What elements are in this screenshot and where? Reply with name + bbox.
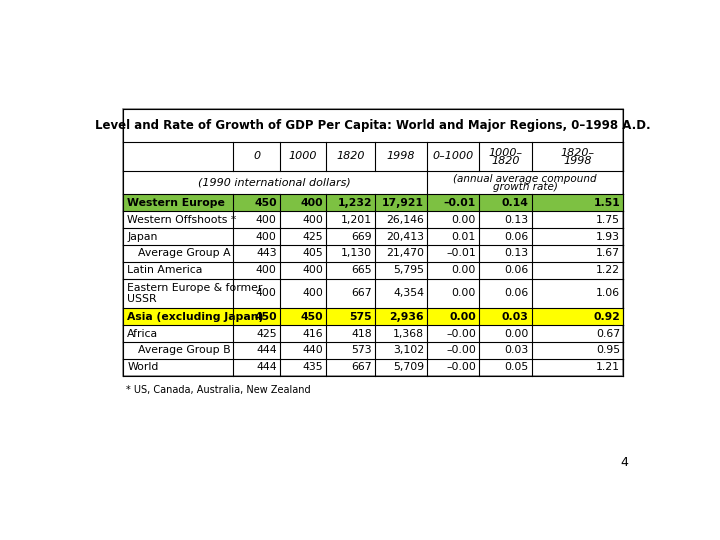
Text: Western Europe: Western Europe	[127, 198, 225, 207]
Text: Level and Rate of Growth of GDP Per Capita: World and Major Regions, 0–1998 A.D.: Level and Rate of Growth of GDP Per Capi…	[95, 119, 651, 132]
Text: –0.01: –0.01	[446, 248, 476, 259]
Text: 400: 400	[256, 288, 276, 299]
Text: Average Group A: Average Group A	[138, 248, 230, 259]
Text: 0.13: 0.13	[505, 248, 528, 259]
Text: 1998: 1998	[387, 151, 415, 161]
Text: 4: 4	[621, 456, 629, 469]
Text: 20,413: 20,413	[386, 232, 424, 241]
Text: * US, Canada, Australia, New Zealand: * US, Canada, Australia, New Zealand	[126, 385, 310, 395]
Text: 667: 667	[351, 288, 372, 299]
Text: –0.00: –0.00	[446, 328, 476, 339]
Text: 450: 450	[254, 198, 276, 207]
Text: 0.67: 0.67	[596, 328, 620, 339]
Text: 1998: 1998	[563, 156, 592, 166]
Text: 1,130: 1,130	[341, 248, 372, 259]
Text: 575: 575	[349, 312, 372, 322]
Text: 5,795: 5,795	[393, 265, 424, 275]
Text: 1820: 1820	[491, 156, 520, 166]
Text: 669: 669	[351, 232, 372, 241]
Text: 425: 425	[256, 328, 276, 339]
Text: 17,921: 17,921	[382, 198, 424, 207]
Text: 0.00: 0.00	[449, 312, 476, 322]
Text: 4,354: 4,354	[393, 288, 424, 299]
Text: 26,146: 26,146	[386, 214, 424, 225]
Text: 0.05: 0.05	[505, 362, 528, 373]
Text: 450: 450	[254, 312, 276, 322]
Text: Asia (excluding Japan): Asia (excluding Japan)	[127, 312, 264, 322]
Text: 405: 405	[302, 248, 323, 259]
Text: 1820–: 1820–	[560, 147, 595, 158]
Text: 418: 418	[351, 328, 372, 339]
Text: –0.00: –0.00	[446, 362, 476, 373]
Text: 440: 440	[302, 346, 323, 355]
Text: Average Group B: Average Group B	[138, 346, 230, 355]
Text: 450: 450	[301, 312, 323, 322]
Text: 1,232: 1,232	[338, 198, 372, 207]
Text: 1.21: 1.21	[596, 362, 620, 373]
Text: 0.00: 0.00	[451, 265, 476, 275]
Text: 0.13: 0.13	[505, 214, 528, 225]
Text: 0.03: 0.03	[502, 312, 528, 322]
Bar	[122, 308, 624, 325]
Text: Eastern Europe & former: Eastern Europe & former	[127, 283, 263, 293]
Text: 1,368: 1,368	[393, 328, 424, 339]
Text: 1.93: 1.93	[596, 232, 620, 241]
Text: 0.00: 0.00	[504, 328, 528, 339]
Text: 0.00: 0.00	[451, 214, 476, 225]
Text: (1990 international dollars): (1990 international dollars)	[199, 178, 351, 187]
Text: 416: 416	[302, 328, 323, 339]
Text: 444: 444	[256, 362, 276, 373]
Text: 0.06: 0.06	[505, 288, 528, 299]
Text: World: World	[127, 362, 158, 373]
Text: Africa: Africa	[127, 328, 158, 339]
Text: 21,470: 21,470	[386, 248, 424, 259]
Text: 0.92: 0.92	[593, 312, 620, 322]
Text: 0.06: 0.06	[505, 265, 528, 275]
Text: –0.00: –0.00	[446, 346, 476, 355]
Text: 435: 435	[302, 362, 323, 373]
Text: 400: 400	[256, 214, 276, 225]
Text: 0–1000: 0–1000	[433, 151, 474, 161]
Text: 400: 400	[302, 265, 323, 275]
Text: 667: 667	[351, 362, 372, 373]
Text: growth rate): growth rate)	[492, 182, 557, 192]
Text: 0.06: 0.06	[505, 232, 528, 241]
Text: 1.22: 1.22	[596, 265, 620, 275]
Text: 400: 400	[302, 214, 323, 225]
Text: 0.14: 0.14	[502, 198, 528, 207]
Text: 0.95: 0.95	[596, 346, 620, 355]
Bar	[122, 194, 624, 211]
Text: 1.67: 1.67	[596, 248, 620, 259]
Bar	[122, 110, 624, 376]
Text: 3,102: 3,102	[393, 346, 424, 355]
Text: 425: 425	[302, 232, 323, 241]
Text: 400: 400	[302, 288, 323, 299]
Text: –0.01: –0.01	[444, 198, 476, 207]
Text: 0.00: 0.00	[451, 288, 476, 299]
Text: Western Offshoots *: Western Offshoots *	[127, 214, 236, 225]
Text: Japan: Japan	[127, 232, 158, 241]
Text: 444: 444	[256, 346, 276, 355]
Text: 0: 0	[253, 151, 260, 161]
Text: 443: 443	[256, 248, 276, 259]
Text: 1000: 1000	[289, 151, 318, 161]
Text: 573: 573	[351, 346, 372, 355]
Text: (annual average compound: (annual average compound	[454, 174, 597, 184]
Text: 5,709: 5,709	[393, 362, 424, 373]
Text: 1000–: 1000–	[488, 147, 523, 158]
Text: 1.75: 1.75	[596, 214, 620, 225]
Text: 400: 400	[256, 232, 276, 241]
Text: 1,201: 1,201	[341, 214, 372, 225]
Text: 0.03: 0.03	[505, 346, 528, 355]
Text: 1.06: 1.06	[596, 288, 620, 299]
Text: 400: 400	[256, 265, 276, 275]
Text: 1.51: 1.51	[593, 198, 620, 207]
Text: 2,936: 2,936	[390, 312, 424, 322]
Text: USSR: USSR	[127, 294, 157, 304]
Text: Latin America: Latin America	[127, 265, 202, 275]
Text: 1820: 1820	[336, 151, 365, 161]
Text: 665: 665	[351, 265, 372, 275]
Text: 0.01: 0.01	[451, 232, 476, 241]
Text: 400: 400	[301, 198, 323, 207]
